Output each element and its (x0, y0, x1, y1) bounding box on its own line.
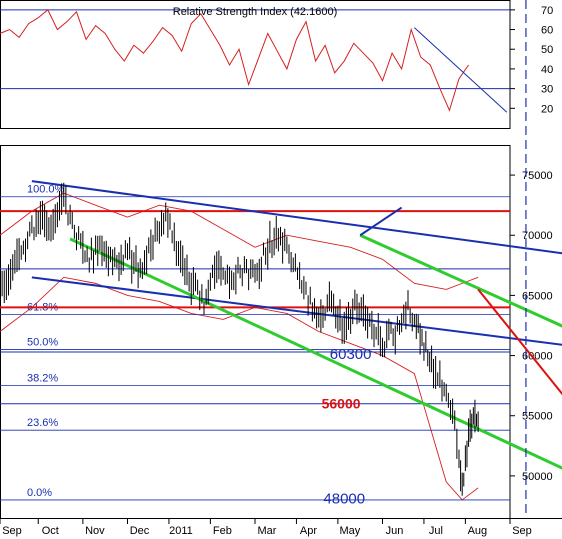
x-axis-tick-label: May (339, 525, 360, 537)
x-axis-tick-label: Jun (386, 525, 404, 537)
rsi-panel: 20 30 40 50 60 70 Relative Strength Index (42.… (0, 0, 553, 129)
price-panel: 500005500060000650007000075000100.0%61.8… (0, 145, 562, 519)
x-axis-tick-label: Sep (2, 525, 22, 537)
x-axis-tick-label: Aug (468, 525, 488, 537)
x-axis: Sep Oct Nov Dec 2011 Feb Mar Apr May Jun Jul Aug Sep (0, 518, 562, 537)
price-y-tick-label: 65000 (522, 290, 553, 302)
fibonacci-level-label: 23.6% (27, 417, 58, 429)
x-axis-tick-label: Dec (130, 525, 150, 537)
price-annotation-label: 48000 (323, 491, 365, 508)
fibonacci-level-label: 0.0% (27, 487, 52, 499)
price-y-tick-label: 75000 (522, 170, 553, 182)
rsi-series-line (0, 9, 469, 112)
x-axis-tick-label: Oct (42, 525, 59, 537)
rsi-y-tick-label: 20 (541, 103, 553, 115)
rsi-y-tick-label: 70 (541, 5, 553, 17)
price-trendline (359, 233, 562, 328)
price-y-tick-label: 50000 (522, 471, 553, 483)
rsi-y-tick-label: 50 (541, 44, 553, 56)
x-axis-tick-label: Mar (258, 525, 277, 537)
x-axis-tick-label: Jul (429, 525, 443, 537)
price-y-tick-label: 60000 (522, 351, 553, 363)
price-trendline (69, 237, 562, 470)
bollinger-lower-band (0, 276, 479, 501)
rsi-frame (0, 0, 511, 129)
x-axis-tick-label: Nov (85, 525, 105, 537)
price-frame (0, 145, 511, 519)
x-axis-tick-label: Feb (213, 525, 232, 537)
price-y-tick-label: 55000 (522, 411, 553, 423)
bollinger-upper-band (0, 192, 479, 290)
fibonacci-level-label: 50.0% (27, 337, 58, 349)
fibonacci-level-label: 38.2% (27, 373, 58, 385)
x-axis-tick-label: Apr (300, 525, 317, 537)
fibonacci-level-label: 100.0% (27, 184, 65, 196)
rsi-title: Relative Strength Index (42.1600) (173, 6, 338, 18)
rsi-y-tick-label: 40 (541, 64, 553, 76)
price-annotation-label: 60300 (330, 346, 372, 363)
x-axis-tick-label: Sep (512, 525, 532, 537)
price-annotation-label: 56000 (322, 396, 361, 412)
price-trendline (359, 206, 403, 237)
x-axis-tick-label: 2011 (169, 525, 193, 537)
rsi-trendline (414, 27, 508, 113)
price-y-tick-label: 70000 (522, 230, 553, 242)
price-trendline (477, 288, 562, 396)
rsi-y-tick-label: 30 (541, 84, 553, 96)
price-trendline (31, 180, 562, 255)
rsi-y-tick-label: 60 (541, 25, 553, 37)
